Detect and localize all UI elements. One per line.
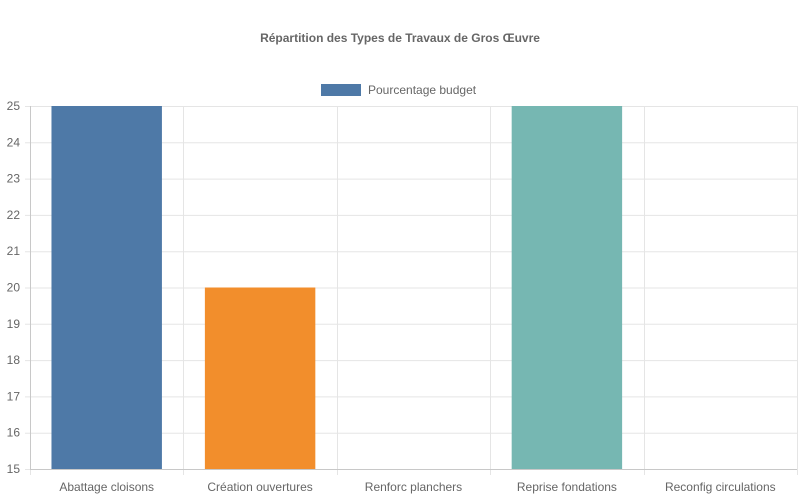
y-tick-label: 16 [7,426,21,440]
legend-label: Pourcentage budget [368,83,477,97]
x-tick-label: Renforc planchers [365,480,462,494]
x-tick-label: Reprise fondations [517,480,617,494]
y-tick-label: 25 [7,99,21,113]
y-tick-label: 22 [7,208,21,222]
y-axis: 15 16 17 18 19 20 21 22 23 24 25 [7,99,31,476]
legend-swatch [321,84,361,96]
y-tick-label: 19 [7,317,21,331]
y-tick-label: 21 [7,244,21,258]
y-tick-label: 23 [7,172,21,186]
bar [511,106,623,469]
y-tick-label: 24 [7,135,21,149]
x-axis: Abattage cloisons Création ouvertures Renf… [30,469,797,494]
chart-title: Répartition des Types de Travaux de Gros… [260,31,540,45]
y-tick-label: 17 [7,389,21,403]
bar [204,287,316,469]
legend[interactable]: Pourcentage budget [321,83,477,97]
y-tick-label: 15 [7,462,21,476]
x-tick-label: Abattage cloisons [59,480,154,494]
bars [51,106,623,469]
x-tick-label: Reconfig circulations [665,480,776,494]
bar [51,106,162,469]
x-tick-label: Création ouvertures [207,480,312,494]
y-tick-label: 20 [7,281,21,295]
y-tick-label: 18 [7,353,21,367]
